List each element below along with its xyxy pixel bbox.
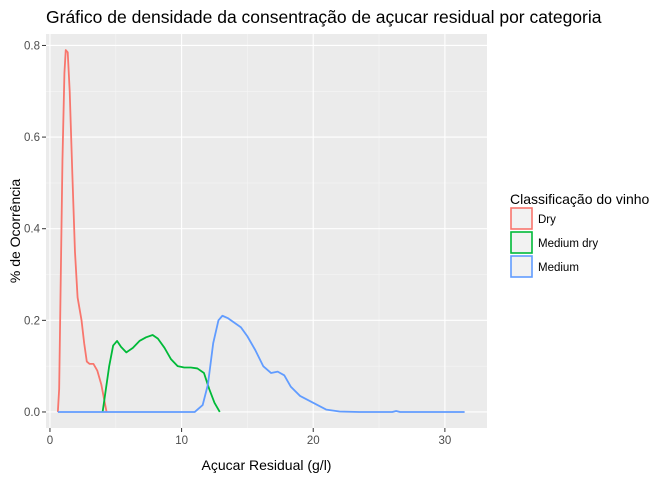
x-tick-label: 30 xyxy=(438,435,451,447)
y-tick-label: 0.8 xyxy=(24,40,40,52)
legend-key-medium xyxy=(510,255,533,278)
y-tick-label: 0.4 xyxy=(24,224,41,236)
y-tick-label: 0.0 xyxy=(24,407,40,419)
legend-label-medium-dry: Medium dry xyxy=(538,238,598,250)
legend-label-dry: Dry xyxy=(538,214,556,226)
legend-keys: Dry Medium dry Medium xyxy=(510,207,598,278)
chart-title: Gráfico de densidade da consentração de … xyxy=(46,7,602,27)
grid-lines xyxy=(46,34,487,428)
legend: Classificação do vinho Dry Medium dry Medi… xyxy=(510,191,650,278)
series-layer xyxy=(56,49,465,413)
x-tick-label: 10 xyxy=(175,435,188,447)
x-tick-label: 20 xyxy=(307,435,320,447)
legend-label-medium: Medium xyxy=(538,262,579,274)
x-axis-title: Açucar Residual (g/l) xyxy=(202,457,332,473)
legend-key-dry xyxy=(510,207,533,230)
series-line-medium xyxy=(57,314,465,413)
y-tick-label: 0.6 xyxy=(24,132,40,144)
y-tick-label: 0.2 xyxy=(24,315,40,327)
axis-layer: 0 10 20 30 0.0 0.2 0.4 0.6 0.8 xyxy=(24,40,451,447)
y-axis-title: % de Ocorrência xyxy=(7,179,23,283)
legend-title: Classificação do vinho xyxy=(510,191,650,207)
series-line-dry xyxy=(56,49,108,413)
plot-panel xyxy=(46,34,487,428)
legend-key-medium-dry xyxy=(510,231,533,254)
x-tick-label: 0 xyxy=(47,435,53,447)
series-line-medium-dry xyxy=(101,334,221,413)
